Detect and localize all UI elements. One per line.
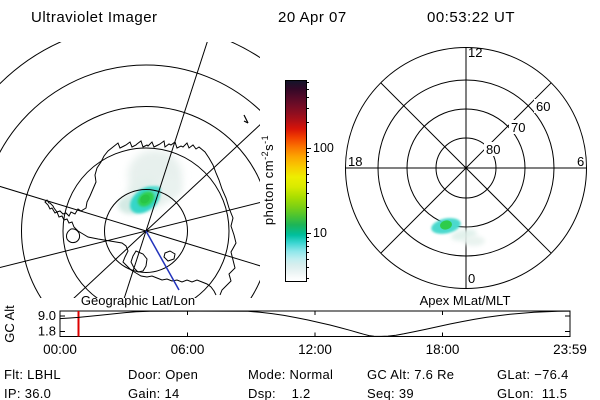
xtick-1800: 18:00	[426, 342, 460, 357]
ring-label-70: 70	[511, 120, 525, 135]
ring-label-60: 60	[536, 99, 550, 114]
apex-panel-title: Apex MLat/MLT	[420, 293, 511, 308]
unit-s: s	[261, 143, 277, 151]
unit-base: photon cm	[261, 159, 277, 226]
label-gap	[484, 142, 504, 156]
xtick-1200: 12:00	[298, 342, 332, 357]
mlt-axis-labels: 12 18 6 0	[348, 45, 584, 286]
colorbar-tick-100: 100	[313, 141, 334, 155]
geo-panel-title: Geographic Lat/Lon	[81, 293, 195, 308]
geographic-map-panel	[0, 42, 260, 298]
status-seq: Seq: 39	[367, 386, 414, 400]
mlt-label-12: 12	[468, 45, 482, 60]
coastal-islands	[66, 228, 176, 273]
status-door: Door: Open	[128, 367, 199, 382]
sun-direction-mark	[243, 114, 249, 124]
status-gain: Gain: 14	[128, 386, 180, 400]
time-label: 00:53:22 UT	[427, 9, 516, 26]
mlat-ring-labels: 60 70 80	[484, 99, 554, 157]
colorbar-tick-10: 10	[313, 226, 327, 240]
y-axis-label: GC Alt	[2, 305, 17, 343]
status-ip: IP: 36.0	[4, 386, 52, 400]
label-gap	[509, 120, 529, 134]
status-flt: Flt: LBHL	[4, 367, 61, 382]
xtick-2359: 23:59	[553, 342, 587, 357]
gc-alt-curve	[59, 310, 571, 337]
mlt-label-18: 18	[348, 154, 362, 169]
ring-label-80: 80	[486, 142, 500, 157]
mlt-spokes	[345, 47, 587, 289]
unit-exp-1: -1	[259, 134, 270, 144]
date-label: 20 Apr 07	[278, 9, 347, 26]
colorbar-unit-label: photon cm-2s-1	[260, 135, 276, 225]
status-glat: GLat: −76.4	[497, 367, 569, 382]
app-title: Ultraviolet Imager	[31, 9, 158, 26]
timeseries-ticks	[60, 311, 570, 337]
status-dsp: Dsp: 1.2	[248, 386, 311, 400]
aurora-blob-geo	[129, 186, 161, 214]
xtick-0000: 00:00	[43, 342, 77, 357]
colorbar	[285, 80, 307, 282]
mlt-label-0: 0	[468, 271, 475, 286]
status-glon: GLon: 11.5	[497, 386, 568, 400]
apex-polar-panel: 60 70 80 12 18 6 0	[345, 45, 587, 289]
gc-alt-timeseries-panel: Geographic Lat/Lon Apex MLat/MLT 9.0 1.8…	[2, 293, 587, 357]
ytick-1-8: 1.8	[38, 324, 56, 339]
status-gc-alt: GC Alt: 7.6 Re	[367, 367, 455, 382]
x-axis-labels: 00:00 06:00 12:00 18:00 23:59	[43, 342, 587, 357]
status-mode: Mode: Normal	[248, 367, 334, 382]
ytick-9: 9.0	[38, 308, 56, 323]
mlt-label-6: 6	[577, 154, 584, 169]
unit-exp-2: -2	[259, 150, 270, 160]
aurora-blob-apex	[431, 218, 485, 246]
spacecraft-track-line	[145, 230, 180, 291]
antarctica-coastline	[44, 140, 237, 296]
label-gap	[534, 99, 554, 113]
xtick-0600: 06:00	[171, 342, 205, 357]
